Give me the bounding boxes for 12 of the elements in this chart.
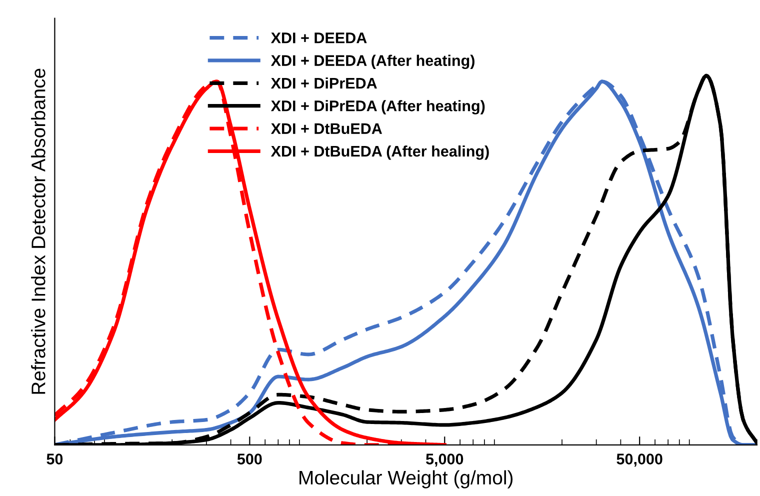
legend-label: XDI + DiPrEDA (After heating) — [270, 100, 485, 114]
x-tick-label: 5,000 — [426, 454, 464, 467]
legend-label: XDI + DtBuEDA — [270, 123, 382, 134]
x-axis-title: Molecular Weight (g/mol) — [300, 470, 513, 488]
x-tick-label: 50,000 — [616, 454, 662, 467]
legend-label: XDI + DtBuEDA (After healing) — [270, 145, 489, 160]
y-axis-title: Refractive Index Detector Absorbance — [31, 68, 46, 394]
legend-label: XDI + DiPrEDA — [270, 77, 377, 89]
legend-label: XDI + DEEDA — [270, 32, 367, 44]
x-tick-label: 500 — [237, 454, 262, 464]
x-tick-label: 50 — [46, 454, 63, 464]
legend-label: XDI + DEEDA (After heating) — [270, 54, 474, 70]
